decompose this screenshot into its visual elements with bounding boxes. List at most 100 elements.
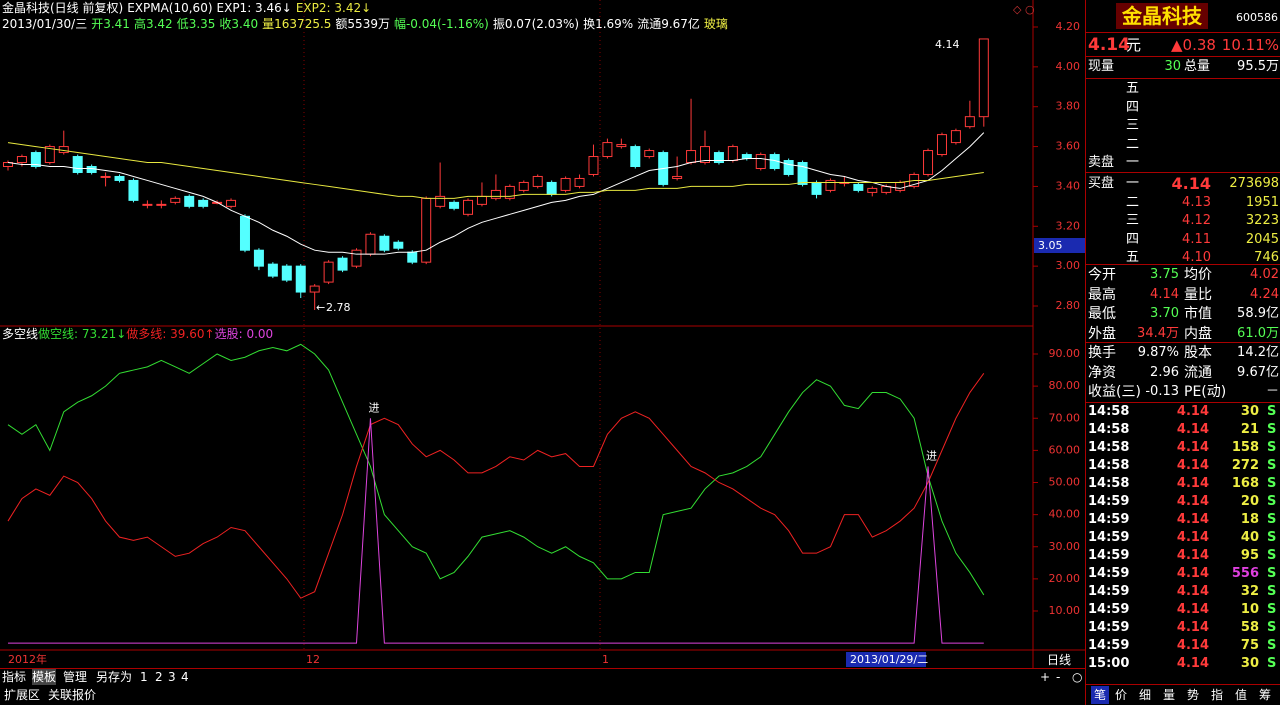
- tick-price: 4.14: [1176, 530, 1209, 545]
- quote-panel: 金晶科技 600586 4.14 元 ▲0.38 10.11% 现量 30 总量 95.5万五四三…: [1085, 0, 1280, 705]
- chart-header: 金晶科技(日线 前复权) EXPMA(10,60) EXP1: 3.46↓ EXP2:…: [2, 0, 375, 16]
- tab[interactable]: 量: [1163, 688, 1176, 702]
- indicator-title: 多空线: [2, 327, 39, 341]
- legend-name: 做空线: [38, 327, 75, 341]
- stat-value: 9.87%: [1137, 345, 1179, 360]
- legend-name: 做多线: [126, 327, 163, 341]
- separator: [1086, 402, 1280, 403]
- tick-time: 14:59: [1088, 548, 1130, 563]
- label: 总量: [1184, 59, 1211, 74]
- separator: [1086, 342, 1280, 343]
- candle-body: [351, 249, 362, 267]
- candle-body: [184, 195, 195, 207]
- stat-value: 4.02: [1250, 267, 1279, 282]
- toolbar-button[interactable]: 另存为: [96, 670, 133, 684]
- tick-side: S: [1267, 512, 1277, 527]
- stat-value: 61.0万: [1237, 325, 1279, 341]
- toolbar-button[interactable]: 模板: [32, 669, 57, 685]
- volume: 30: [1164, 59, 1181, 74]
- legend-value: : 0.00: [238, 327, 274, 341]
- info-item: 量163725.5: [262, 17, 332, 31]
- tick-price: 4.14: [1176, 548, 1209, 563]
- tick-side: S: [1267, 638, 1277, 653]
- info-item: 高3.42: [133, 17, 173, 31]
- candle-body: [853, 183, 864, 191]
- control[interactable]: ○: [1072, 670, 1083, 684]
- candle-body: [755, 154, 766, 169]
- tab[interactable]: 势: [1187, 688, 1200, 702]
- toolbar-button[interactable]: 4: [181, 670, 189, 684]
- legend-name: EXP2: [295, 1, 327, 15]
- chart-icons[interactable]: ◇ ○: [1013, 3, 1035, 16]
- candle-body: [435, 195, 446, 207]
- tab[interactable]: 指: [1211, 688, 1224, 702]
- tick-side: S: [1267, 584, 1277, 599]
- control[interactable]: +: [1040, 670, 1051, 684]
- info-item: 振0.07(2.03%): [492, 17, 580, 31]
- tab[interactable]: 笔: [1091, 686, 1110, 704]
- stat-value: 14.2亿: [1237, 345, 1279, 360]
- candle-body: [3, 162, 13, 167]
- candle-body: [825, 179, 836, 191]
- sell-level: 五: [1126, 81, 1140, 96]
- stat-value: 9.67亿: [1237, 364, 1279, 380]
- signal-label: 进: [926, 449, 937, 462]
- bid-volume: 273698: [1229, 176, 1279, 191]
- tab[interactable]: 筹: [1259, 688, 1272, 702]
- period[interactable]: 日线: [1047, 653, 1072, 667]
- candle-body: [86, 166, 97, 173]
- info-item: 额5539万: [335, 17, 390, 31]
- legend-value: : 73.21↓: [74, 327, 127, 341]
- tick-time: 14:58: [1088, 440, 1130, 455]
- y-tick-label: 60.00: [1049, 443, 1081, 456]
- tab[interactable]: 值: [1235, 688, 1248, 702]
- candle-body: [72, 156, 83, 173]
- bid-price: 4.10: [1182, 250, 1211, 265]
- candle-body: [323, 261, 334, 283]
- tick-time: 14:59: [1088, 602, 1130, 617]
- tick-price: 4.14: [1176, 638, 1209, 653]
- tab[interactable]: 关联报价: [48, 688, 97, 702]
- arrow: ←: [316, 301, 325, 314]
- toolbar-button[interactable]: 2: [155, 670, 163, 684]
- bid-price: 4.14: [1171, 174, 1211, 193]
- stat-label: 股本: [1184, 345, 1212, 361]
- candle-body: [393, 241, 404, 249]
- tick-time: 14:58: [1088, 476, 1130, 491]
- candle-body: [16, 156, 27, 164]
- tab[interactable]: 价: [1115, 688, 1128, 702]
- toolbar-button[interactable]: 3: [168, 670, 176, 684]
- signal-label: 进: [368, 401, 379, 414]
- separator: [1086, 264, 1280, 265]
- candle-body: [644, 150, 655, 158]
- stat-label: PE(动): [1184, 384, 1227, 400]
- candle-body: [463, 199, 474, 215]
- tick-volume: 21: [1240, 422, 1259, 437]
- tick-side: S: [1267, 620, 1277, 635]
- tick-price: 4.14: [1176, 458, 1209, 473]
- control[interactable]: -: [1056, 670, 1061, 684]
- tab[interactable]: 细: [1139, 688, 1152, 702]
- toolbar-button[interactable]: 管理: [63, 670, 88, 684]
- stat-label: 内盘: [1184, 325, 1212, 342]
- ema-line: [7, 132, 985, 255]
- tick-side: S: [1267, 458, 1277, 473]
- candle-body: [630, 146, 641, 167]
- separator: [1086, 56, 1280, 57]
- stat-label: 最低: [1088, 306, 1116, 322]
- stat-value: 3.75: [1150, 267, 1179, 282]
- tick-volume: 18: [1240, 512, 1259, 527]
- stat-label: 流通: [1184, 364, 1212, 381]
- candle-body: [588, 156, 599, 175]
- candle-body: [58, 146, 69, 154]
- y-tick-label: 90.00: [1049, 347, 1081, 360]
- toolbar-button[interactable]: 指标: [2, 670, 27, 684]
- toolbar-button[interactable]: 1: [140, 670, 148, 684]
- legend-value: : 39.60↑: [162, 327, 215, 341]
- candle-body: [867, 187, 878, 193]
- tab[interactable]: 扩展区: [4, 688, 41, 702]
- stat-label: 市值: [1184, 306, 1212, 322]
- cursor-box: [1034, 238, 1085, 253]
- y-tick-label: 3.80: [1056, 100, 1081, 113]
